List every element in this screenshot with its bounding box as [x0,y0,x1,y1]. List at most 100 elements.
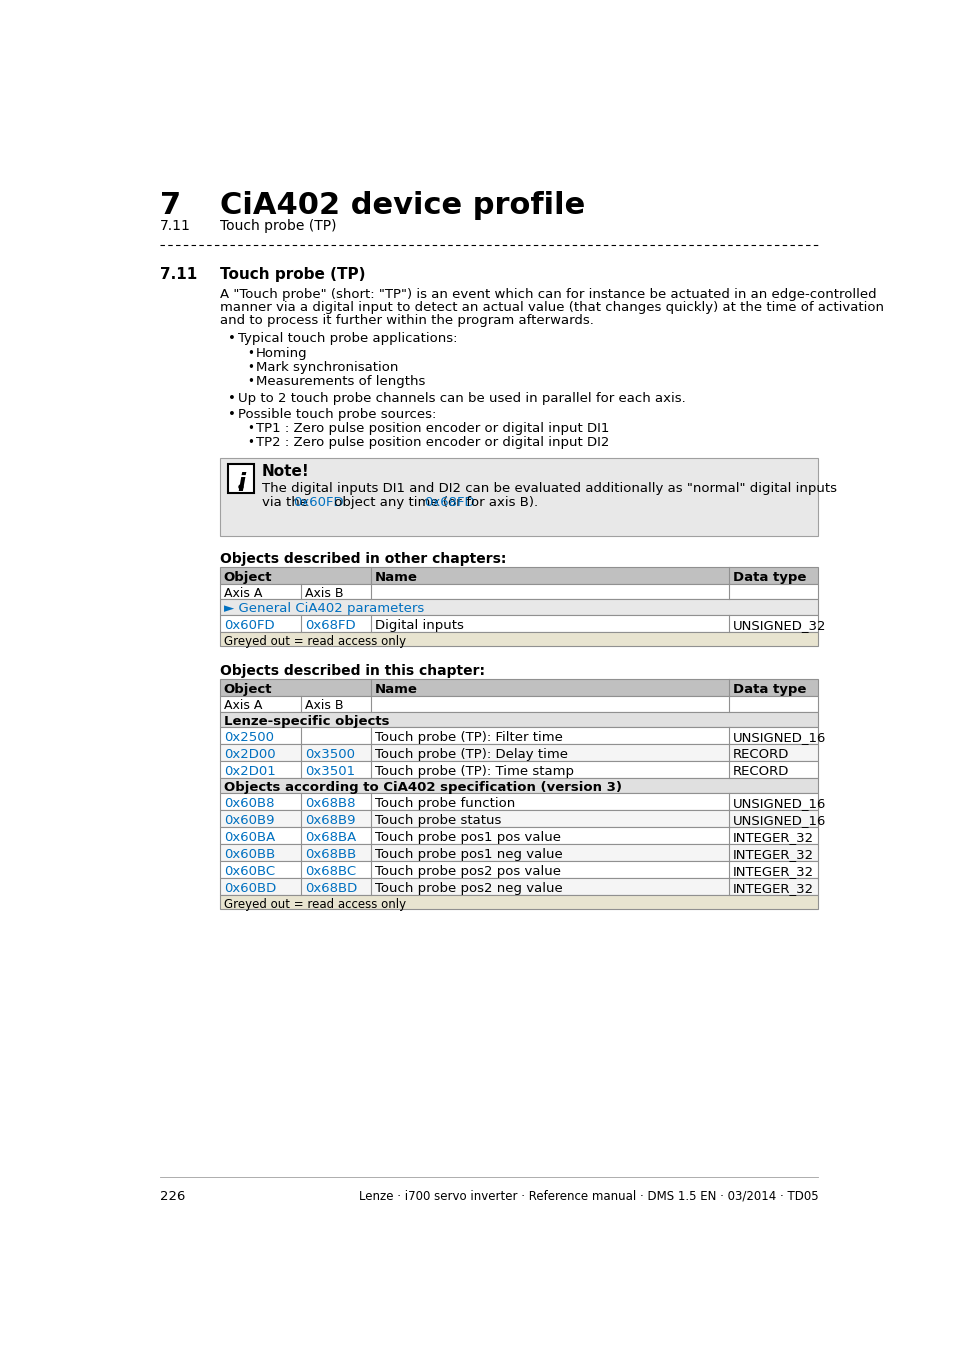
FancyBboxPatch shape [220,895,818,909]
Text: INTEGER_32: INTEGER_32 [732,882,813,895]
Text: Touch probe pos1 pos value: Touch probe pos1 pos value [375,832,560,844]
Text: 0x68BB: 0x68BB [305,848,356,861]
Text: 0x68B8: 0x68B8 [305,798,355,810]
FancyBboxPatch shape [220,711,818,728]
Text: TP1 : Zero pulse position encoder or digital input DI1: TP1 : Zero pulse position encoder or dig… [255,423,608,435]
FancyBboxPatch shape [220,585,818,599]
FancyBboxPatch shape [220,614,818,632]
Text: Object: Object [224,683,273,697]
Text: RECORD: RECORD [732,748,788,761]
Text: 0x68BD: 0x68BD [305,882,357,895]
Text: object any time (or: object any time (or [330,497,465,509]
Text: Digital inputs: Digital inputs [375,618,463,632]
Text: 0x2D00: 0x2D00 [224,748,275,761]
Text: Lenze · i700 servo inverter · Reference manual · DMS 1.5 EN · 03/2014 · TD05: Lenze · i700 servo inverter · Reference … [358,1189,818,1203]
Text: INTEGER_32: INTEGER_32 [732,848,813,861]
Text: 0x60FD: 0x60FD [224,618,274,632]
Text: 0x60BB: 0x60BB [224,848,274,861]
Text: Objects described in other chapters:: Objects described in other chapters: [220,552,506,566]
FancyBboxPatch shape [220,861,818,878]
Text: Touch probe (TP): Filter time: Touch probe (TP): Filter time [375,732,562,744]
Text: 0x60BC: 0x60BC [224,865,274,878]
Text: Touch probe status: Touch probe status [375,814,501,828]
Text: Data type: Data type [732,683,805,697]
FancyBboxPatch shape [220,844,818,861]
Text: 0x2D01: 0x2D01 [224,765,275,778]
Text: Up to 2 touch probe channels can be used in parallel for each axis.: Up to 2 touch probe channels can be used… [237,393,685,405]
Text: Touch probe (TP): Touch probe (TP) [220,219,336,234]
Text: 0x68BC: 0x68BC [305,865,356,878]
Text: 0x60BD: 0x60BD [224,882,275,895]
Text: 0x3501: 0x3501 [305,765,355,778]
Text: •: • [228,408,235,421]
Text: TP2 : Zero pulse position encoder or digital input DI2: TP2 : Zero pulse position encoder or dig… [255,436,608,450]
Text: 7.11: 7.11 [159,267,196,282]
Text: 0x60B8: 0x60B8 [224,798,274,810]
Text: UNSIGNED_16: UNSIGNED_16 [732,814,825,828]
Text: Name: Name [375,571,417,583]
FancyBboxPatch shape [220,828,818,844]
Text: •: • [228,332,235,346]
Text: Greyed out = read access only: Greyed out = read access only [224,634,406,648]
Text: 0x68B9: 0x68B9 [305,814,355,828]
Text: Lenze-specific objects: Lenze-specific objects [224,716,389,728]
Text: •: • [247,360,253,374]
Text: Mark synchronisation: Mark synchronisation [255,360,397,374]
Text: Touch probe (TP): Delay time: Touch probe (TP): Delay time [375,748,567,761]
Text: 0x60BA: 0x60BA [224,832,274,844]
FancyBboxPatch shape [220,878,818,895]
Text: A "Touch probe" (short: "TP") is an event which can for instance be actuated in : A "Touch probe" (short: "TP") is an even… [220,289,876,301]
Text: 7.11: 7.11 [159,219,191,234]
FancyBboxPatch shape [220,679,818,697]
Text: •: • [247,347,253,360]
Text: 0x60B9: 0x60B9 [224,814,274,828]
Text: •: • [247,423,253,435]
Text: Homing: Homing [255,347,307,360]
Text: for axis B).: for axis B). [461,497,537,509]
Text: Object: Object [224,571,273,583]
Text: •: • [228,393,235,405]
FancyBboxPatch shape [220,728,818,744]
Text: Measurements of lengths: Measurements of lengths [255,374,425,387]
Text: Typical touch probe applications:: Typical touch probe applications: [237,332,456,346]
FancyBboxPatch shape [220,567,818,585]
FancyBboxPatch shape [220,794,818,810]
Text: Axis B: Axis B [305,587,343,599]
Text: i: i [236,471,245,495]
Text: 226: 226 [159,1189,185,1203]
Text: •: • [247,374,253,387]
Text: •: • [247,436,253,450]
Text: 0x68FD: 0x68FD [424,497,475,509]
FancyBboxPatch shape [220,810,818,828]
FancyBboxPatch shape [220,632,818,645]
Text: Axis B: Axis B [305,699,343,713]
Text: ► General CiA402 parameters: ► General CiA402 parameters [224,602,424,616]
FancyBboxPatch shape [220,778,818,794]
Text: 0x2500: 0x2500 [224,732,274,744]
Text: Touch probe pos1 neg value: Touch probe pos1 neg value [375,848,562,861]
Text: Touch probe function: Touch probe function [375,798,515,810]
Text: manner via a digital input to detect an actual value (that changes quickly) at t: manner via a digital input to detect an … [220,301,883,315]
Text: UNSIGNED_32: UNSIGNED_32 [732,618,825,632]
Text: INTEGER_32: INTEGER_32 [732,865,813,878]
FancyBboxPatch shape [220,599,818,614]
Text: Objects according to CiA402 specification (version 3): Objects according to CiA402 specificatio… [224,782,621,794]
Text: Touch probe pos2 pos value: Touch probe pos2 pos value [375,865,560,878]
Text: Axis A: Axis A [224,699,262,713]
Text: Note!: Note! [261,464,310,479]
Text: UNSIGNED_16: UNSIGNED_16 [732,732,825,744]
Text: Touch probe pos2 neg value: Touch probe pos2 neg value [375,882,562,895]
Text: INTEGER_32: INTEGER_32 [732,832,813,844]
Text: The digital inputs DI1 and DI2 can be evaluated additionally as "normal" digital: The digital inputs DI1 and DI2 can be ev… [261,482,836,495]
Text: Data type: Data type [732,571,805,583]
Text: 0x68BA: 0x68BA [305,832,356,844]
Text: Touch probe (TP): Touch probe (TP) [220,267,365,282]
Text: 0x3500: 0x3500 [305,748,355,761]
Circle shape [239,485,243,489]
Text: and to process it further within the program afterwards.: and to process it further within the pro… [220,315,594,328]
FancyBboxPatch shape [228,464,253,493]
FancyBboxPatch shape [220,458,818,536]
Text: Objects described in this chapter:: Objects described in this chapter: [220,664,484,678]
FancyBboxPatch shape [220,697,818,711]
FancyBboxPatch shape [220,761,818,778]
